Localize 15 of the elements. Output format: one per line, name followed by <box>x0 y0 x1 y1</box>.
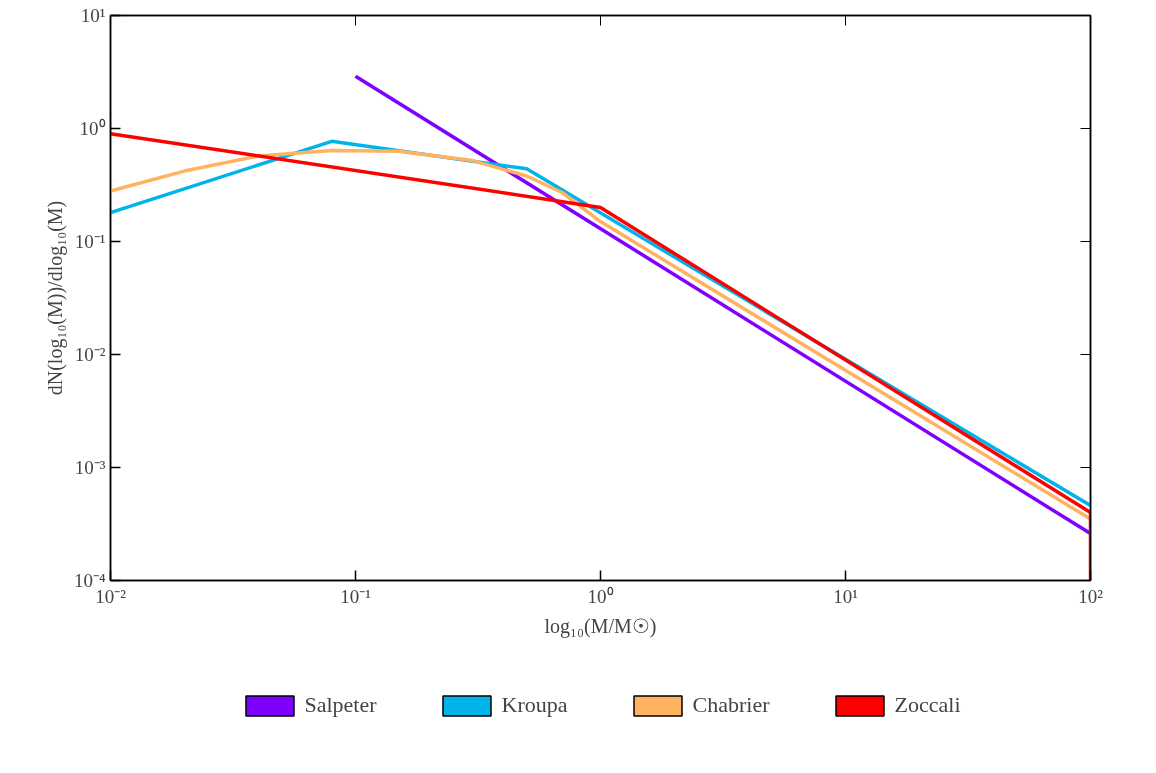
y-tick-label: 10¹ <box>80 5 106 26</box>
legend-label: Zoccali <box>894 692 961 718</box>
y-axis-title: dN(log₁₀(M))/dlog₁₀(M) <box>43 200 67 396</box>
y-tick-label: 10⁻² <box>74 344 106 365</box>
x-tick-label: 10⁰ <box>587 585 614 607</box>
y-tick-label: 10⁻³ <box>74 457 106 478</box>
y-tick-label: 10⁰ <box>79 118 106 139</box>
x-tick-label: 10⁻¹ <box>340 585 372 607</box>
legend-label: Chabrier <box>692 692 770 718</box>
y-tick-label: 10⁻¹ <box>74 231 106 252</box>
x-axis-title: log₁₀(M/M☉) <box>544 614 657 638</box>
legend-label: Salpeter <box>304 692 377 718</box>
x-tick-label: 10² <box>1078 585 1104 607</box>
legend-label: Kroupa <box>501 692 568 718</box>
x-tick-label: 10¹ <box>833 585 859 607</box>
